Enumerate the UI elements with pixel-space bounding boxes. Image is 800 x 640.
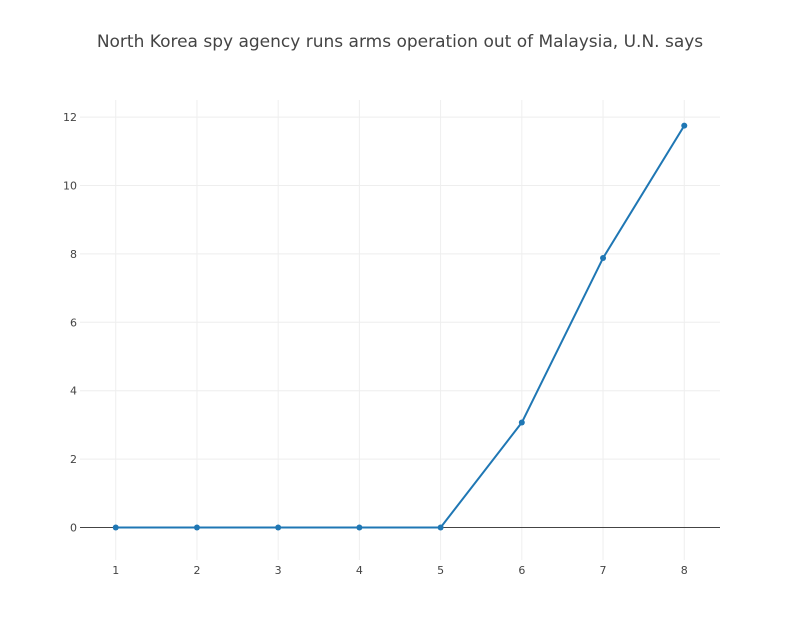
y-tick-label: 10: [63, 180, 77, 193]
x-tick-label: 3: [275, 564, 282, 577]
data-point: [356, 524, 363, 531]
data-point: [112, 524, 119, 531]
x-tick-label: 2: [193, 564, 200, 577]
x-tick-label: 5: [437, 564, 444, 577]
series-line: [115, 125, 686, 529]
chart-title: North Korea spy agency runs arms operati…: [96, 32, 704, 52]
x-tick-label: 6: [518, 564, 525, 577]
y-tick-label: 12: [63, 111, 77, 124]
data-point: [193, 524, 200, 531]
x-tick-label: 8: [681, 564, 688, 577]
data-point: [681, 122, 688, 129]
data-point: [275, 524, 282, 531]
y-tick-label: 2: [70, 453, 77, 466]
y-tick-label: 6: [70, 316, 77, 329]
data-point: [437, 524, 444, 531]
x-tick-label: 7: [600, 564, 607, 577]
x-tick-label: 4: [356, 564, 363, 577]
x-tick-label: 1: [112, 564, 119, 577]
data-point: [600, 255, 607, 262]
y-tick-label: 4: [70, 385, 77, 398]
y-tick-label: 8: [70, 248, 77, 261]
data-point: [518, 419, 525, 426]
y-tick-label: 0: [70, 522, 77, 535]
